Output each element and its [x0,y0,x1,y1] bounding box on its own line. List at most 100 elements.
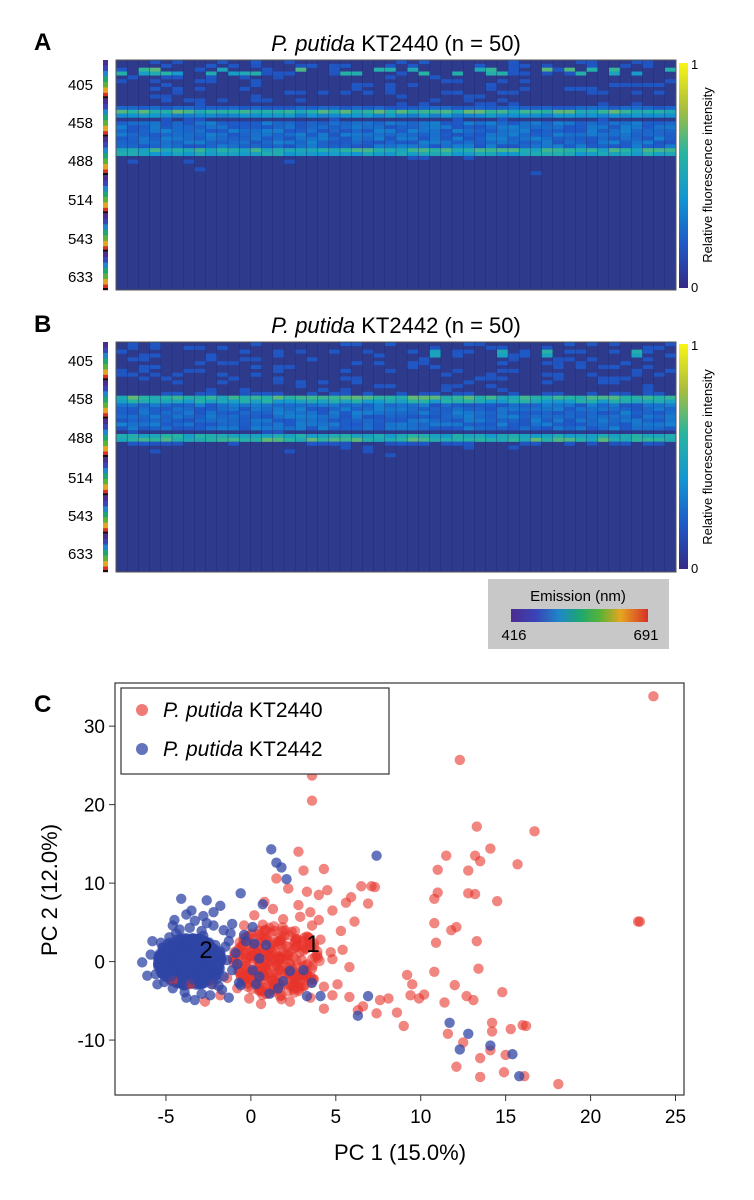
heatmap-cell [653,132,665,137]
heatmap-cell [541,67,553,72]
scatter-point-kt2442 [204,990,216,1001]
heatmap-cell [575,365,587,370]
scatter-point-kt2440 [276,935,287,946]
heatmap-cell [597,426,609,431]
heatmap-cell [586,395,598,400]
heatmap-cell [564,357,576,362]
heatmap-cell [642,129,654,134]
heatmap-cell [261,113,273,118]
heatmap-cell [261,106,273,111]
heatmap-cell [552,418,565,423]
heatmap-cell [149,365,161,370]
heatmap-cell [149,372,161,377]
heatmap-cell [295,98,307,103]
scatter-point-kt2440 [362,898,374,909]
heatmap-cell [183,422,195,427]
legend-marker-kt2442 [136,743,148,755]
heatmap-cell [552,411,565,416]
heatmap-cell [496,113,509,118]
heatmap-cell [407,63,419,68]
heatmap-cell [463,349,475,354]
heatmap-cell [452,349,464,354]
heatmap-cell [328,63,341,68]
heatmap-cell [328,71,341,76]
heatmap-cell [272,109,285,114]
heatmap-cell [295,384,307,389]
wavelength-strip-segment [103,180,108,187]
heatmap-cell [620,434,632,439]
heatmap-cell [530,399,542,404]
heatmap-cell [485,399,497,404]
heatmap-cell [284,418,296,423]
heatmap-cell [116,148,128,153]
heatmap-cell [216,403,229,408]
heatmap-cell [586,60,598,65]
scatter-point-kt2442 [247,921,258,933]
colorbar-b: 1 0 Relative fluorescence intensity [679,338,715,576]
scatter-point-kt2440 [405,990,416,1001]
heatmap-cell [664,418,677,423]
heatmap-cell [418,403,430,408]
heatmap-cell [485,414,497,419]
heatmap-cell [552,395,565,400]
heatmap-cell [284,437,296,442]
legend-kt2440-species: P. putida [163,699,243,722]
wavelength-strip-divider [103,249,108,252]
heatmap-cell [474,437,486,442]
heatmap-cell [228,152,240,157]
heatmap-cell [160,418,173,423]
heatmap-cell [631,109,643,114]
heatmap-cell [160,144,173,149]
heatmap-cell [429,353,441,358]
heatmap-cell [317,125,329,130]
heatmap-cell [149,67,161,72]
heatmap-cell [306,403,318,408]
heatmap-cell [328,434,341,439]
wavelength-strip-segment [103,418,108,425]
heatmap-cell [474,102,486,107]
heatmap-cell [620,407,632,412]
heatmap-cell [216,121,229,126]
heatmap-cell [564,86,576,91]
heatmap-cell [340,407,352,412]
heatmap-cell [351,411,363,416]
scatter-point-kt2442 [184,964,195,975]
scatter-point-kt2442 [174,950,185,962]
heatmap-cell [496,353,509,358]
heatmap-a-title: P. putida KT2440 (n = 50) [271,31,521,56]
heatmap-cell [642,426,654,431]
heatmap-cell [653,391,665,396]
heatmap-cell [586,121,598,126]
heatmap-cell [508,434,520,439]
heatmap-cell [586,132,598,137]
heatmap-cell [440,426,453,431]
heatmap-cell [653,140,665,145]
y-tick-label: 20 [84,796,105,817]
heatmap-cell [541,395,553,400]
heatmap-cell [564,129,576,134]
heatmap-cell [463,155,475,160]
heatmap-cell [205,63,217,68]
heatmap-cell [452,437,464,442]
heatmap-cell [575,418,587,423]
heatmap-cell [631,437,643,442]
heatmap-cell [138,426,150,431]
heatmap-cell [362,152,374,157]
heatmap-cell [384,121,397,126]
heatmap-cell [429,349,441,354]
heatmap-cell [328,152,341,157]
heatmap-cell [597,395,609,400]
scatter-point-kt2442 [187,974,199,985]
x-tick-label: 5 [331,1107,342,1128]
heatmap-cell [407,132,419,137]
heatmap-cell [205,414,217,419]
wavelength-strip-segment [103,451,108,458]
heatmap-cell [183,136,195,141]
scatter-point-kt2440 [486,1017,498,1029]
heatmap-cell [608,376,621,381]
heatmap-cell [172,434,184,439]
heatmap-cell [418,437,430,442]
heatmap-cell [597,380,609,385]
heatmap-cell [440,388,453,393]
heatmap-cell [586,411,598,416]
